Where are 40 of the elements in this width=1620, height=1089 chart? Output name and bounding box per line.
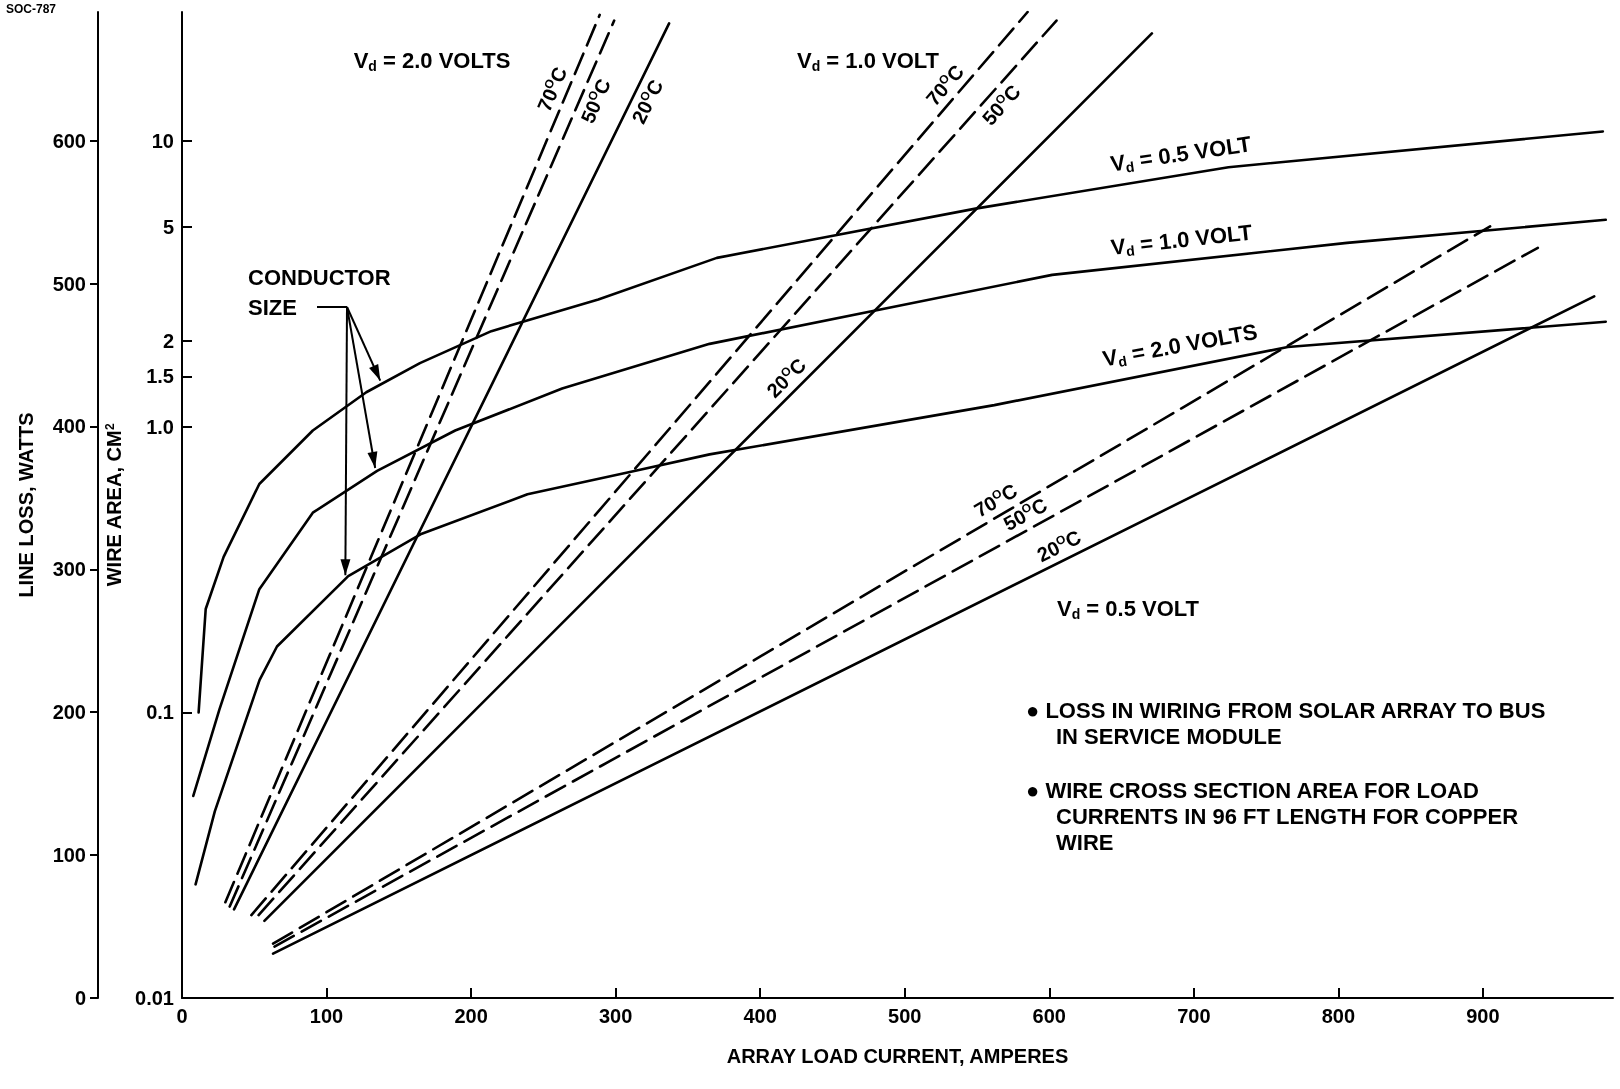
x-axis-title: ARRAY LOAD CURRENT, AMPERES — [726, 1045, 1069, 1067]
y-tick-label: 1.5 — [146, 365, 174, 388]
y2-tick-label: 300 — [52, 558, 86, 581]
x-tick-label: 700 — [1177, 1005, 1211, 1027]
y-tick-label: 0.01 — [135, 987, 174, 1009]
y-tick-label: 5 — [162, 216, 174, 239]
text: 50OC — [576, 75, 615, 127]
text: 20OC — [762, 353, 811, 402]
text: SOC-787 — [6, 2, 57, 16]
x-tick-label: 200 — [454, 1005, 488, 1027]
x-tick-label: 0 — [176, 1005, 188, 1027]
y-tick-label: 0.1 — [146, 701, 174, 724]
text: 20OC — [627, 76, 668, 128]
x-tick-label: 500 — [888, 1005, 922, 1027]
x-tick-label: 900 — [1466, 1005, 1500, 1027]
y2-tick-label: 100 — [52, 844, 86, 867]
text: 50OC — [977, 80, 1025, 130]
text: Vd = 1.0 VOLT — [1109, 219, 1254, 260]
y-axis-title: WIRE AREA, CM2 — [102, 423, 126, 587]
y-tick-label: 10 — [151, 130, 174, 153]
text: Vd = 2.0 VOLTS — [1100, 318, 1260, 372]
annotation: CONDUCTOR SIZE — [248, 264, 391, 320]
x-tick-label: 600 — [1032, 1005, 1066, 1027]
annotation: ● LOSS IN WIRING FROM SOLAR ARRAY TO BUS IN SERVICE MODULE — [1026, 698, 1547, 750]
y2-tick-label: 500 — [52, 272, 86, 295]
x-tick-label: 300 — [598, 1005, 633, 1027]
y2-tick-label: 0 — [74, 987, 86, 1009]
text: 70OC — [533, 63, 572, 115]
y2-tick-label: 400 — [52, 415, 86, 438]
x-tick-label: 800 — [1321, 1005, 1356, 1027]
y2-tick-label: 200 — [52, 701, 86, 724]
x-tick-label: 400 — [743, 1005, 777, 1027]
annotation: ● WIRE CROSS SECTION AREA FOR LOAD CURRENTS IN 96 FT LENGTH FOR COPPER WIRE — [1026, 778, 1520, 856]
y-tick-label: 1.0 — [146, 415, 174, 438]
text: 20OC — [1033, 525, 1085, 566]
y2-axis-title: LINE LOSS, WATTS — [15, 412, 37, 598]
y2-tick-label: 600 — [52, 129, 86, 152]
y-tick-label: 2 — [162, 329, 174, 352]
x-tick-label: 100 — [309, 1005, 344, 1027]
text: Vd = 0.5 VOLT — [1108, 131, 1254, 177]
